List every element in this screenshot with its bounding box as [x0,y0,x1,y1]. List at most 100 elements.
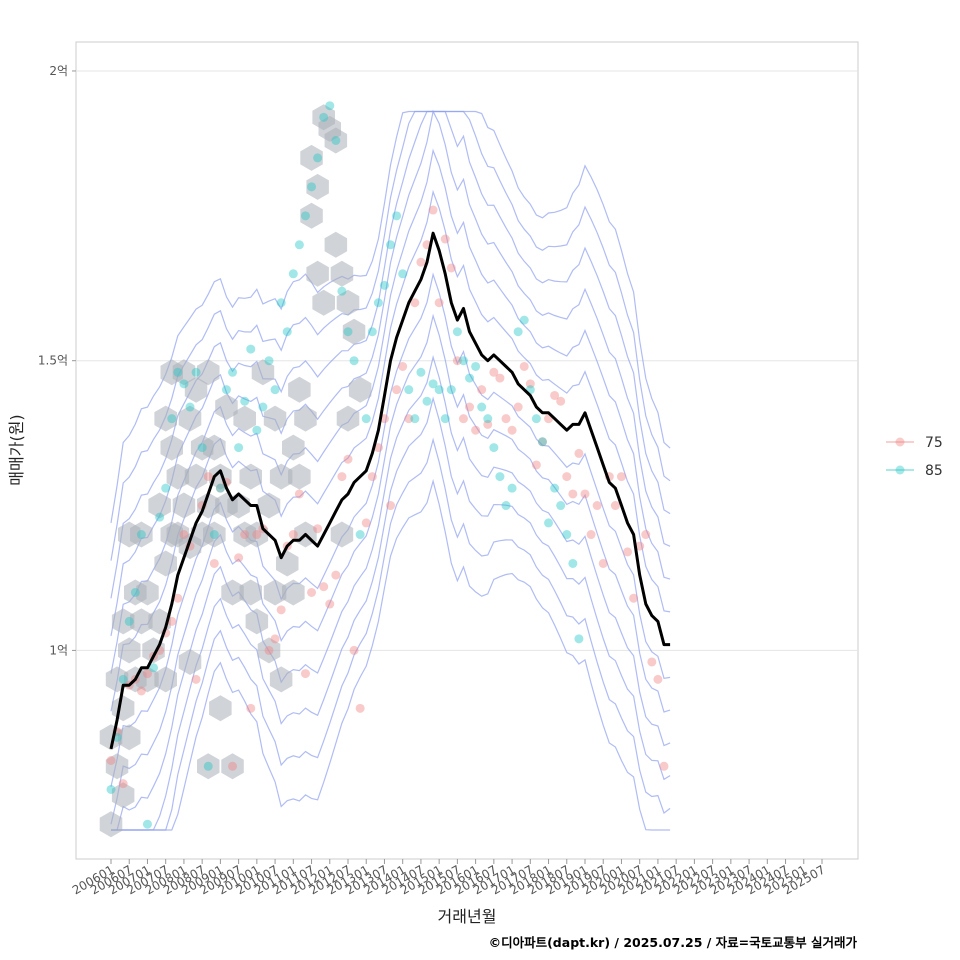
scatter-point-85 [118,674,128,684]
hexbin-cell [239,463,262,490]
scatter-point-85 [124,616,134,626]
hexbin-cell [348,376,372,403]
scatter-point-85 [258,402,268,412]
hexbin-cell [105,753,129,780]
scatter-point-75 [458,414,468,424]
hexbin-cell [118,637,141,664]
hexbin-cell [336,289,360,316]
density-contour [111,396,671,831]
scatter-point-85 [507,483,517,493]
legend-label-75: 75 [925,435,943,451]
scatter-point-85 [264,356,274,366]
hexbin-cell [294,405,317,432]
scatter-point-75 [361,518,371,528]
scatter-point-75 [367,472,377,482]
scatter-point-85 [331,136,341,146]
scatter-point-85 [361,414,371,424]
scatter-point-85 [282,327,292,337]
scatter-point-75 [173,593,183,603]
scatter-point-75 [215,483,225,493]
scatter-point-85 [501,501,511,511]
scatter-point-75 [404,414,414,424]
scatter-point-85 [246,344,256,354]
y-tick-label: 2억 [49,64,68,78]
trend-line-layer [109,231,671,750]
scatter-point-85 [149,663,159,673]
scatter-point-75 [574,448,584,458]
hexbin-cell [288,463,311,490]
hexbin-cell [197,753,220,780]
scatter-point-75 [659,761,669,771]
hexbin-cell [154,550,177,577]
scatter-point-85 [179,379,189,389]
scatter-point-85 [355,530,365,540]
scatter-point-85 [276,298,286,308]
scatter-point-75 [616,472,626,482]
scatter-point-85 [489,443,499,453]
hexbin-cell [118,724,141,751]
density-contour [111,478,671,831]
density-contour [110,110,671,523]
hexbin-cell [172,359,196,386]
hexbin-cell [330,521,354,548]
hexbin-cell [330,260,354,287]
scatter-point-85 [288,269,298,279]
hexbin-cell [269,666,293,693]
scatter-point-85 [386,240,396,250]
scatter-point-85 [537,437,547,447]
hexbin-cell [99,811,123,838]
scatter-point-85 [392,211,402,221]
hexbin-cell [306,173,329,200]
hexbin-cell [263,579,287,606]
legend-key-75 [895,437,905,447]
scatter-point-85 [349,356,359,366]
scatter-point-85 [209,530,219,540]
scatter-point-85 [252,425,262,435]
hexbin-cell [263,405,287,432]
scatter-point-75 [288,530,298,540]
scatter-point-85 [544,518,554,528]
hexbin-cell [160,434,183,461]
scatter-point-75 [501,414,511,424]
scatter-point-75 [252,530,262,540]
scatter-point-75 [355,703,365,713]
hexbin-cell [148,492,171,519]
hexbin-cell [239,579,262,606]
scatter-point-75 [343,454,353,464]
plot-panel [75,41,859,860]
hexbin-cell [130,521,153,548]
scatter-point-75 [525,379,535,389]
hexbin-cell [282,434,305,461]
scatter-point-75 [313,524,323,534]
scatter-point-75 [325,599,335,609]
hexbin-layer [99,104,372,838]
legend-item-85: 85 [886,463,943,479]
hexbin-cell [221,579,244,606]
hexbin-cell [130,608,153,635]
scatter-point-75 [386,501,396,511]
scatter-point-75 [513,402,523,412]
hexbin-cell [312,289,335,316]
hexbin-cell [324,231,348,258]
scatter-point-75 [203,472,213,482]
hexbin-cell [300,202,323,229]
hexbin-cell [257,637,281,664]
scatter-point-75 [477,385,487,395]
scatter-point-75 [580,489,590,499]
scatter-point-85 [343,327,353,337]
scatter-point-75 [167,616,177,626]
scatter-point-85 [307,182,317,192]
scatter-point-75 [392,385,402,395]
hexbin-cell [215,394,238,420]
scatter-point-75 [410,298,420,308]
scatter-point-75 [300,669,310,679]
scatter-point-75 [586,530,596,540]
scatter-point-75 [331,570,341,580]
scatter-point-85 [155,512,165,522]
scatter-point-85 [410,414,420,424]
scatter-point-75 [483,419,493,429]
hexbin-cell [184,463,208,490]
scatter-point-75 [452,356,462,366]
scatter-points [106,101,669,829]
